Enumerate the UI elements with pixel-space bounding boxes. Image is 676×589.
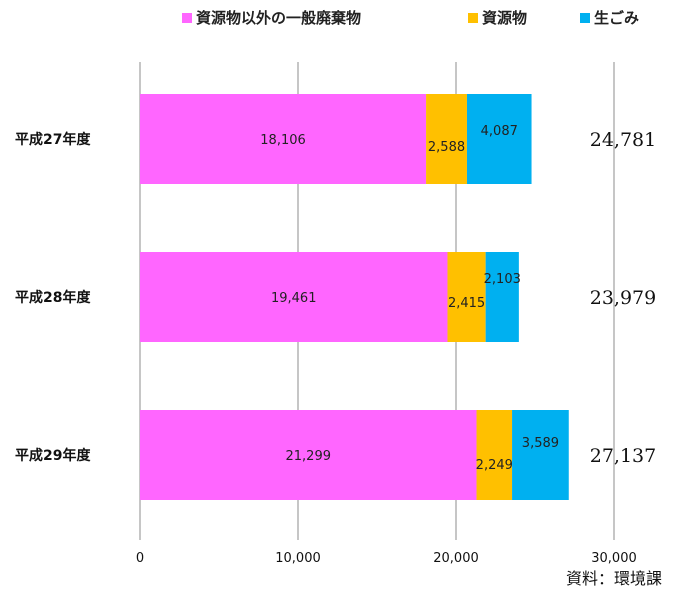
category-label: 平成29年度 [15, 447, 91, 464]
data-label: 2,249 [476, 458, 513, 473]
data-label: 2,103 [484, 272, 521, 287]
x-tick-label: 10,000 [275, 551, 321, 566]
legend-label-1: 資源物以外の一般廃棄物 [196, 9, 361, 27]
data-label: 19,461 [271, 291, 317, 306]
bar-segment [426, 94, 467, 184]
bar-segment [466, 94, 532, 184]
x-tick-label: 20,000 [433, 551, 479, 566]
bars: 18,106 2,588 4,087 24,781 19,461 2,415 2,103 23… [140, 94, 656, 500]
data-label: 18,106 [260, 133, 306, 148]
x-axis: 0 10,000 20,000 30,000 [136, 551, 637, 566]
data-label: 3,589 [522, 436, 559, 451]
data-label: 21,299 [286, 449, 332, 464]
bar-segment [140, 94, 427, 184]
legend-swatch-3 [580, 13, 590, 23]
category-label: 平成27年度 [15, 131, 91, 148]
legend: 資源物以外の一般廃棄物 資源物 生ごみ [182, 9, 639, 27]
legend-swatch-2 [468, 13, 478, 23]
bar-segment [447, 252, 486, 342]
total-label: 27,137 [590, 445, 656, 467]
x-tick-label: 0 [136, 551, 144, 566]
total-label: 23,979 [590, 287, 656, 309]
bar-segment [476, 410, 513, 500]
data-label: 2,588 [428, 140, 465, 155]
data-label: 2,415 [448, 296, 485, 311]
bar-segment [140, 410, 477, 500]
bar-segment [485, 252, 519, 342]
legend-label-2: 資源物 [482, 9, 527, 27]
source-note: 資料：環境課 [566, 569, 662, 588]
total-label: 24,781 [590, 129, 656, 151]
x-tick-label: 30,000 [591, 551, 637, 566]
bar-segment [512, 410, 569, 500]
legend-swatch-1 [182, 13, 192, 23]
data-label: 4,087 [481, 124, 518, 139]
legend-label-3: 生ごみ [594, 9, 639, 27]
bar-segment [140, 252, 448, 342]
category-label: 平成28年度 [15, 289, 91, 306]
